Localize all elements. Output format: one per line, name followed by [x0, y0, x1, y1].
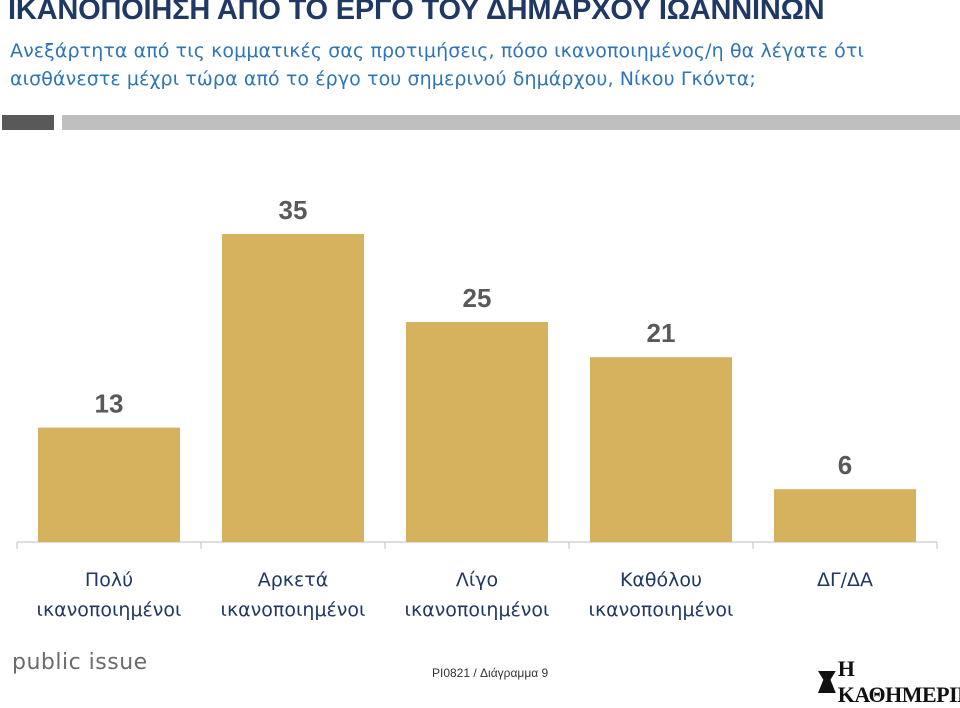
category-label: Αρκετά [258, 569, 329, 591]
bar-value-label: 21 [647, 318, 676, 348]
bar [406, 322, 548, 542]
brand-logo: public issue [12, 650, 148, 675]
header-divider-dark [2, 115, 54, 130]
category-label: Πολύ [85, 569, 133, 591]
bar-value-label: 6 [838, 450, 852, 480]
bar [38, 427, 180, 542]
page-title: ΙΚΑΝΟΠΟΙΗΣΗ ΑΠΟ ΤΟ ΕΡΓΟ ΤΟΥ ΔΗΜΑΡΧΟΥ ΙΩΑ… [8, 0, 825, 26]
bar-value-label: 25 [463, 283, 492, 313]
bar-chart: 13 Πολύ ικανοποιημένοι 35 Αρκετά ικανοποιημέν… [16, 195, 938, 621]
bar-value-label: 13 [95, 389, 124, 419]
header-divider-light [62, 115, 960, 130]
bar [774, 489, 916, 542]
chart-code: PI0821 / Διάγραμμα 9 [432, 666, 549, 680]
category-label: ικανοποιημένοι [589, 599, 734, 621]
category-label: Καθόλου [620, 569, 702, 591]
kathimerini-icon [818, 671, 836, 693]
bar [590, 357, 732, 542]
category-label: Λίγο [456, 569, 498, 591]
newspaper-logo: Η ΚΑΘΗΜΕΡΙΝΗ [818, 656, 960, 708]
bar-value-label: 35 [279, 195, 308, 225]
newspaper-logo-text: Η ΚΑΘΗΜΕΡΙΝΗ [837, 656, 960, 707]
category-label: ΔΓ/ΔΑ [817, 569, 873, 591]
bar [222, 234, 364, 542]
category-label: ικανοποιημένοι [405, 599, 550, 621]
category-label: ικανοποιημένοι [37, 599, 182, 621]
category-label: ικανοποιημένοι [221, 599, 366, 621]
page-subtitle: Ανεξάρτητα από τις κομματικές σας προτιμ… [10, 40, 864, 90]
